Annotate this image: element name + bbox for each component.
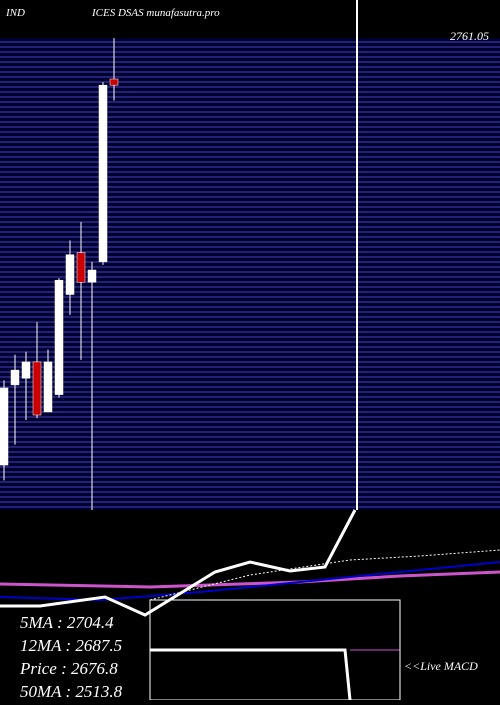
candle-body xyxy=(87,269,97,283)
indicator-label: 12MA : 2687.5 xyxy=(20,636,122,655)
candle-body xyxy=(98,84,108,263)
chart-subtitle: ICES DSAS munafasutra.pro xyxy=(91,7,220,19)
candle-body xyxy=(54,279,64,395)
candle-body xyxy=(21,361,31,379)
macd-label: <<Live MACD xyxy=(404,659,478,673)
macd-histogram xyxy=(0,509,357,617)
macd-panel xyxy=(0,509,500,701)
level-lines xyxy=(0,41,500,508)
candle-body xyxy=(76,252,86,283)
macd-avg xyxy=(149,549,500,601)
candle-body xyxy=(10,369,20,386)
chart-title: IND xyxy=(5,7,25,19)
candle-body xyxy=(109,78,119,86)
candle-body xyxy=(65,254,75,295)
candles xyxy=(0,38,119,510)
candle-body xyxy=(32,361,42,416)
macd-trace xyxy=(150,648,352,701)
indicator-label: Price : 2676.8 xyxy=(19,659,118,678)
candle-body xyxy=(0,387,9,466)
indicator-label: 50MA : 2513.8 xyxy=(20,682,123,700)
indicator-label: 5MA : 2704.4 xyxy=(20,613,114,632)
last-price-label: 2761.05 xyxy=(450,29,489,43)
candle-body xyxy=(43,361,53,413)
plot-area xyxy=(0,38,500,510)
